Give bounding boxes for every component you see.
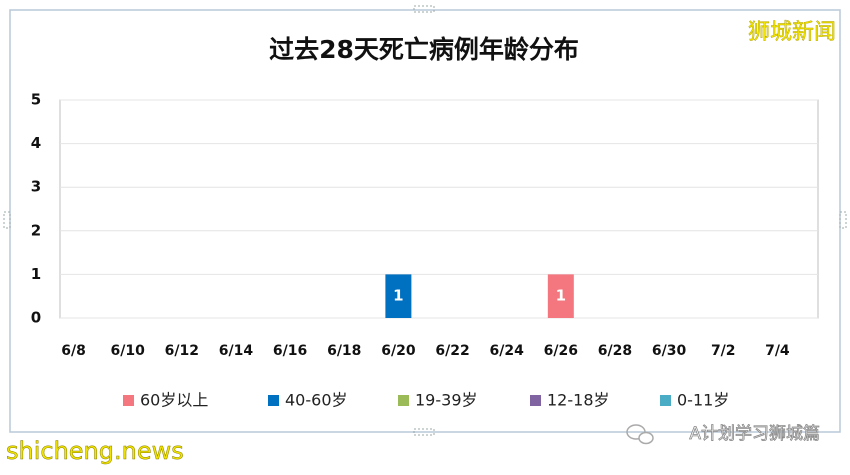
x-tick-label: 6/14 bbox=[219, 343, 254, 359]
wechat-icon bbox=[626, 424, 654, 445]
watermark: A计划学习狮城篇 bbox=[689, 424, 820, 444]
legend-label: 0-11岁 bbox=[677, 391, 729, 410]
resize-handle bbox=[3, 211, 11, 229]
legend-swatch bbox=[123, 395, 134, 406]
x-tick-label: 6/22 bbox=[435, 343, 469, 359]
resize-handle bbox=[413, 5, 435, 13]
y-tick-label: 1 bbox=[31, 265, 41, 283]
legend-label: 60岁以上 bbox=[140, 391, 208, 410]
bar bbox=[385, 274, 412, 318]
legend-swatch bbox=[530, 395, 541, 406]
watermark: 狮城新闻 bbox=[748, 20, 836, 45]
x-tick-label: 6/24 bbox=[490, 343, 525, 359]
x-tick-label: 6/8 bbox=[61, 343, 86, 359]
chart-frame bbox=[9, 9, 841, 433]
watermark: shicheng.news bbox=[6, 437, 184, 465]
x-tick-label: 6/16 bbox=[273, 343, 307, 359]
x-tick-label: 6/28 bbox=[598, 343, 632, 359]
legend-swatch bbox=[660, 395, 671, 406]
y-tick-label: 3 bbox=[31, 178, 41, 196]
x-tick-label: 6/26 bbox=[544, 343, 578, 359]
x-tick-label: 6/20 bbox=[381, 343, 416, 359]
x-tick-label: 6/10 bbox=[111, 343, 146, 359]
data-label: 1 bbox=[556, 287, 566, 305]
x-tick-label: 6/18 bbox=[327, 343, 361, 359]
y-tick-label: 4 bbox=[31, 134, 41, 152]
x-tick-label: 7/2 bbox=[711, 343, 736, 359]
legend-label: 40-60岁 bbox=[285, 391, 348, 410]
chart-title: 过去28天死亡病例年龄分布 bbox=[269, 35, 579, 64]
legend-label: 19-39岁 bbox=[415, 391, 478, 410]
x-tick-label: 6/30 bbox=[652, 343, 687, 359]
y-tick-label: 0 bbox=[31, 309, 41, 327]
x-tick-label: 6/12 bbox=[165, 343, 199, 359]
bar bbox=[547, 274, 574, 318]
x-tick-label: 7/4 bbox=[765, 343, 790, 359]
legend-swatch bbox=[268, 395, 279, 406]
y-tick-label: 2 bbox=[31, 221, 41, 239]
resize-handle bbox=[413, 428, 435, 436]
legend-label: 12-18岁 bbox=[547, 391, 610, 410]
legend-swatch bbox=[398, 395, 409, 406]
resize-handle bbox=[839, 211, 847, 229]
data-label: 1 bbox=[393, 287, 403, 305]
y-tick-label: 5 bbox=[31, 91, 41, 109]
